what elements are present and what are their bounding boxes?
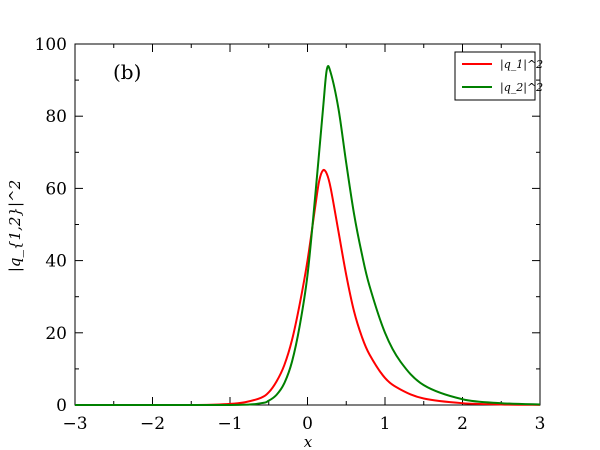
y-tick-label: 60	[45, 179, 67, 199]
series-group	[75, 65, 541, 407]
y-tick-label: 40	[45, 252, 67, 272]
x-tick-label: 3	[535, 414, 546, 434]
panel-label: (b)	[113, 60, 141, 84]
x-tick-label: −3	[62, 414, 87, 434]
y-axis-label: |q_{1,2}|^2	[6, 180, 24, 272]
legend: |q_1|^2 |q_2|^2	[454, 51, 543, 101]
x-tick-label: −2	[140, 414, 165, 434]
y-tick-label: 100	[35, 35, 67, 55]
series-line-q1	[75, 168, 541, 406]
x-tick-label: −1	[217, 414, 242, 434]
x-tick-label: 2	[457, 414, 468, 434]
y-tick-label: 20	[45, 324, 67, 344]
x-tick-label: 0	[302, 414, 313, 434]
y-tick-label: 0	[56, 396, 67, 416]
legend-box	[454, 51, 536, 101]
x-tick-label: 1	[380, 414, 391, 434]
x-axis-label: x	[304, 433, 313, 450]
legend-label-q1: |q_1|^2	[500, 58, 543, 72]
ticks: −3 −2 −1 0 1 2 3 0 20 40 60 80 100	[35, 35, 546, 434]
series-line-q2	[75, 65, 541, 407]
legend-label-q2: |q_2|^2	[500, 81, 543, 95]
y-tick-label: 80	[45, 107, 67, 127]
